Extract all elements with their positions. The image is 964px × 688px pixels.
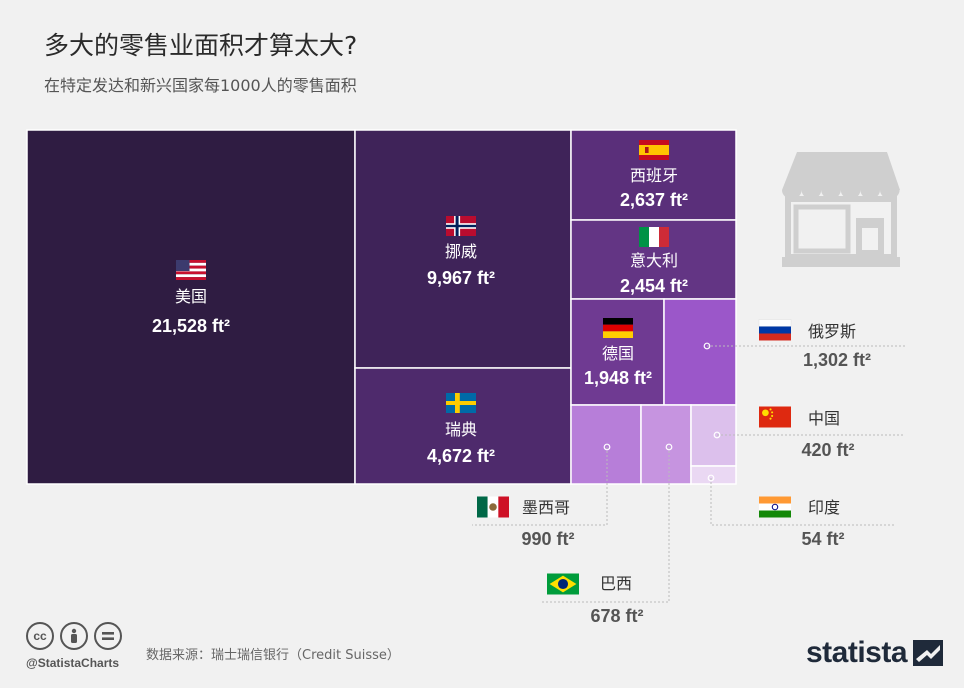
treemap-cell-usa — [26, 129, 356, 485]
treemap-cell-brazil — [640, 404, 692, 485]
nd-icon — [94, 622, 122, 650]
treemap-cell-norway — [354, 129, 572, 369]
flag-norway-icon — [446, 216, 476, 236]
cc-icon: cc — [26, 622, 54, 650]
label-brazil-value: 678 ft² — [590, 606, 643, 626]
label-sweden-value: 4,672 ft² — [427, 446, 495, 466]
by-icon — [60, 622, 88, 650]
label-india-name: 印度 — [808, 498, 840, 517]
label-italy-value: 2,454 ft² — [620, 276, 688, 296]
leader-dot-brazil — [665, 443, 673, 451]
flag-russia-icon — [758, 319, 792, 341]
label-china-name: 中国 — [808, 409, 840, 428]
label-spain-name: 西班牙 — [630, 166, 678, 185]
statista-logo-icon — [913, 640, 944, 666]
flag-spain-icon — [639, 140, 669, 160]
chart-subtitle: 在特定发达和新兴国家每1000人的零售面积 — [44, 76, 357, 95]
leader-dot-mexico — [603, 443, 611, 451]
license-block: cc @StatistaCharts — [26, 622, 122, 670]
leader-dot-russia — [703, 342, 711, 350]
flag-usa-icon — [176, 260, 206, 280]
treemap-cell-mexico — [570, 404, 642, 485]
license-icons: cc — [26, 622, 122, 650]
treemap-chart: 美国 21,528 ft² 挪威 9,967 ft² 瑞典 4,672 ft² 西班牙 2,6… — [26, 129, 905, 626]
label-usa-value: 21,528 ft² — [152, 316, 230, 336]
label-russia-name: 俄罗斯 — [808, 322, 856, 341]
label-mexico-value: 990 ft² — [521, 529, 574, 549]
leader-dot-india — [707, 474, 715, 482]
label-china-value: 420 ft² — [801, 440, 854, 460]
label-spain-value: 2,637 ft² — [620, 190, 688, 210]
label-mexico-name: 墨西哥 — [522, 498, 570, 517]
label-brazil-name: 巴西 — [600, 574, 632, 593]
label-usa-name: 美国 — [175, 287, 207, 306]
leader-line-mexico — [472, 447, 608, 526]
leader-dot-china — [713, 431, 721, 439]
label-germany-name: 德国 — [602, 344, 634, 363]
flag-sweden-icon — [446, 393, 476, 413]
label-italy-name: 意大利 — [630, 251, 678, 270]
flag-mexico-icon — [477, 496, 509, 518]
label-sweden-name: 瑞典 — [445, 420, 477, 439]
statista-handle[interactable]: @StatistaCharts — [26, 656, 120, 670]
flag-germany-icon — [603, 318, 633, 338]
label-norway-name: 挪威 — [445, 242, 477, 261]
brand-wordmark: statista — [806, 636, 908, 669]
chart-title: 多大的零售业面积才算太大? — [44, 31, 358, 60]
label-norway-value: 9,967 ft² — [427, 268, 495, 288]
label-russia-value: 1,302 ft² — [803, 350, 871, 370]
label-germany-value: 1,948 ft² — [584, 368, 652, 388]
store-icon — [782, 152, 900, 267]
treemap-cell-russia — [663, 298, 737, 406]
source-note: 数据来源：瑞士瑞信银行（Credit Suisse） — [146, 648, 400, 663]
flag-italy-icon — [639, 227, 669, 247]
leader-line-india — [710, 478, 895, 526]
treemap-cell-india — [690, 465, 737, 485]
label-india-value: 54 ft² — [801, 529, 844, 549]
flag-brazil-icon — [547, 573, 579, 595]
statista-logo[interactable]: statista — [806, 636, 944, 670]
flag-india-icon — [759, 496, 791, 518]
flag-china-icon — [759, 406, 791, 428]
